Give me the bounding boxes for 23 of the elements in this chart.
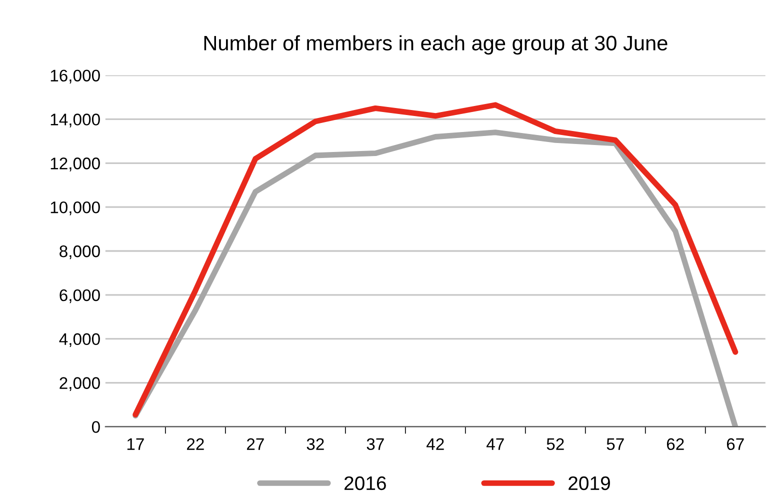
y-tick-label: 2,000 bbox=[60, 377, 100, 391]
y-tick-label: 8,000 bbox=[60, 245, 100, 260]
x-tick-label: 47 bbox=[486, 438, 504, 450]
y-tick-label: 10,000 bbox=[50, 201, 100, 216]
y-tick-label: 14,000 bbox=[50, 114, 100, 128]
y-tick-label: 12,000 bbox=[50, 158, 100, 172]
legend-label: 2016 bbox=[344, 476, 386, 490]
chart-title: Number of members in each age group at 30 June bbox=[204, 35, 668, 55]
x-tick-label: 17 bbox=[127, 438, 144, 450]
x-tick-label: 42 bbox=[426, 438, 444, 450]
x-tick-label: 57 bbox=[606, 438, 624, 450]
x-tick-label: 67 bbox=[726, 438, 744, 450]
x-tick-label: 62 bbox=[666, 438, 684, 450]
x-tick-label: 52 bbox=[546, 438, 564, 450]
x-tick-label: 32 bbox=[306, 438, 324, 450]
x-tick-label: 27 bbox=[246, 438, 264, 450]
y-tick-label: 6,000 bbox=[60, 289, 100, 304]
legend-label: 2019 bbox=[568, 476, 610, 490]
x-tick-label: 37 bbox=[366, 438, 384, 450]
y-tick-label: 16,000 bbox=[50, 70, 100, 84]
x-tick-label: 22 bbox=[187, 438, 204, 450]
y-tick-label: 4,000 bbox=[59, 333, 100, 348]
y-tick-label: 0 bbox=[92, 421, 100, 433]
